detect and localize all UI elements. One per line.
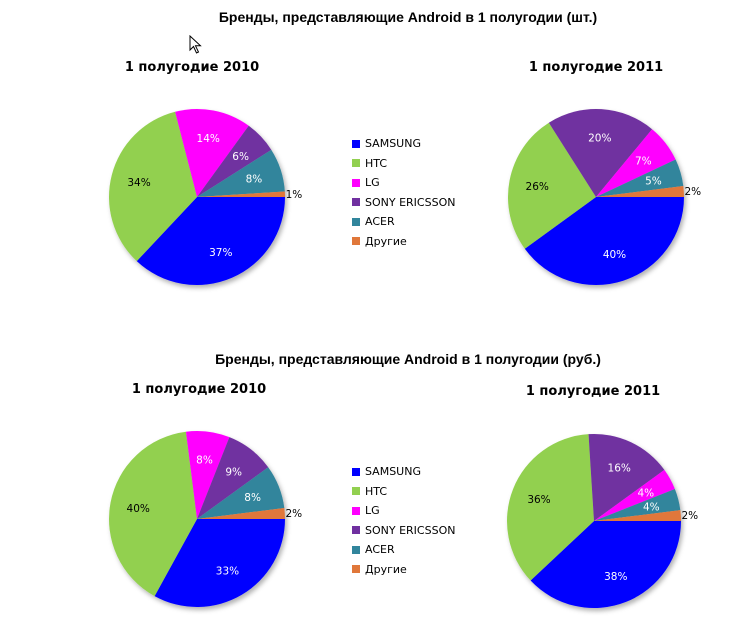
section-title-units: Бренды, представляющие Android в 1 полуг… [218,9,598,25]
pie-slice-sony-ericsson [197,437,269,519]
pie-slice-htc [109,111,197,262]
legend-label: SONY ERICSSON [365,195,456,209]
data-label: 4% [638,487,655,499]
data-label: 36% [527,494,550,506]
legend-swatch [352,159,360,168]
data-label: 40% [127,503,150,515]
data-label: 1% [286,189,303,201]
data-label: 6% [232,151,249,163]
pie-slice-sony-ericsson [548,108,653,197]
pie-slice-samsung [136,197,285,285]
pie-slice-другие [594,510,681,521]
pie-chart [507,433,681,609]
pie-slice-acer [197,467,285,519]
legend-item: HTC [352,482,455,502]
legend-label: SAMSUNG [365,465,421,479]
pie-slice-sony-ericsson [588,433,665,521]
data-label: 8% [196,455,213,467]
data-label: 2% [684,186,701,198]
legend-swatch [352,545,360,554]
pie-slice-acer [594,488,681,521]
data-label: 20% [588,132,611,144]
legend-item: SONY ERICSSON [352,521,455,541]
pie-slice-htc [508,122,596,249]
pie-slice-acer [197,149,285,197]
legend-label: SAMSUNG [365,137,421,151]
legend-label: HTC [365,484,388,498]
pie-slice-другие [596,185,684,197]
data-label: 2% [681,510,698,522]
pie-slice-lg [594,469,675,521]
legend-swatch [352,467,360,476]
data-label: 37% [209,247,232,259]
section-title-rubles: Бренды, представляющие Android в 1 полуг… [215,351,601,367]
data-label: 8% [244,492,261,504]
pie-slice-samsung [530,521,681,609]
legend-swatch [352,198,360,207]
legend-item: ACER [352,540,455,560]
legend-label: Другие [365,234,407,248]
chart-title: 1 полугодие 2011 [528,60,664,75]
legend-swatch [352,217,360,226]
legend-swatch [352,139,360,148]
pie-slice-sony-ericsson [197,125,272,197]
legend-label: Другие [365,562,407,576]
legend-item: HTC [352,154,455,174]
pie-slice-lg [175,109,249,197]
pie-slice-lg [185,431,230,519]
data-label: 5% [645,175,662,187]
pie-chart [508,108,684,285]
data-label: 40% [603,249,626,261]
data-label: 33% [216,566,239,578]
chart-title: 1 полугодие 2010 [131,382,267,397]
pie-chart [109,431,285,607]
data-label: 4% [643,501,660,513]
data-label: 38% [604,571,627,583]
legend-label: ACER [365,543,395,557]
data-label: 8% [246,174,263,186]
pie-slice-htc [109,431,197,597]
legend-item: SAMSUNG [352,462,455,482]
legend-item: LG [352,501,455,521]
pie-slice-другие [197,191,285,197]
legend: SAMSUNG HTC LG SONY ERICSSON ACER Другие [352,462,455,579]
data-label: 34% [127,177,150,189]
legend-item: LG [352,173,455,193]
pie-slice-samsung [524,197,684,285]
legend-label: LG [365,504,380,518]
legend-swatch [352,506,360,515]
legend-label: SONY ERICSSON [365,523,456,537]
legend-swatch [352,526,360,535]
legend-item: Другие [352,232,455,252]
data-label: 14% [197,133,220,145]
data-label: 26% [526,181,549,193]
legend-swatch [352,237,360,246]
legend: SAMSUNG HTC LG SONY ERICSSON ACER Другие [352,134,455,251]
pie-slice-samsung [154,519,285,607]
legend-item: SAMSUNG [352,134,455,154]
chart-title: 1 полугодие 2011 [525,384,661,399]
pie-slice-lg [596,129,676,197]
legend-label: HTC [365,156,388,170]
legend-item: Другие [352,560,455,580]
legend-label: LG [365,176,380,190]
legend-swatch [352,178,360,187]
data-label: 9% [225,467,242,479]
chart-title: 1 полугодие 2010 [124,60,260,75]
pie-slice-htc [507,434,594,581]
legend-swatch [352,565,360,574]
mouse-cursor-icon [189,34,203,60]
pie-slice-acer [596,159,684,197]
legend-label: ACER [365,215,395,229]
pie-chart [109,109,285,285]
data-label: 2% [285,508,302,520]
legend-item: SONY ERICSSON [352,193,455,213]
legend-item: ACER [352,212,455,232]
data-label: 16% [608,462,631,474]
legend-swatch [352,487,360,496]
pie-slice-другие [197,507,285,519]
data-label: 7% [635,155,652,167]
